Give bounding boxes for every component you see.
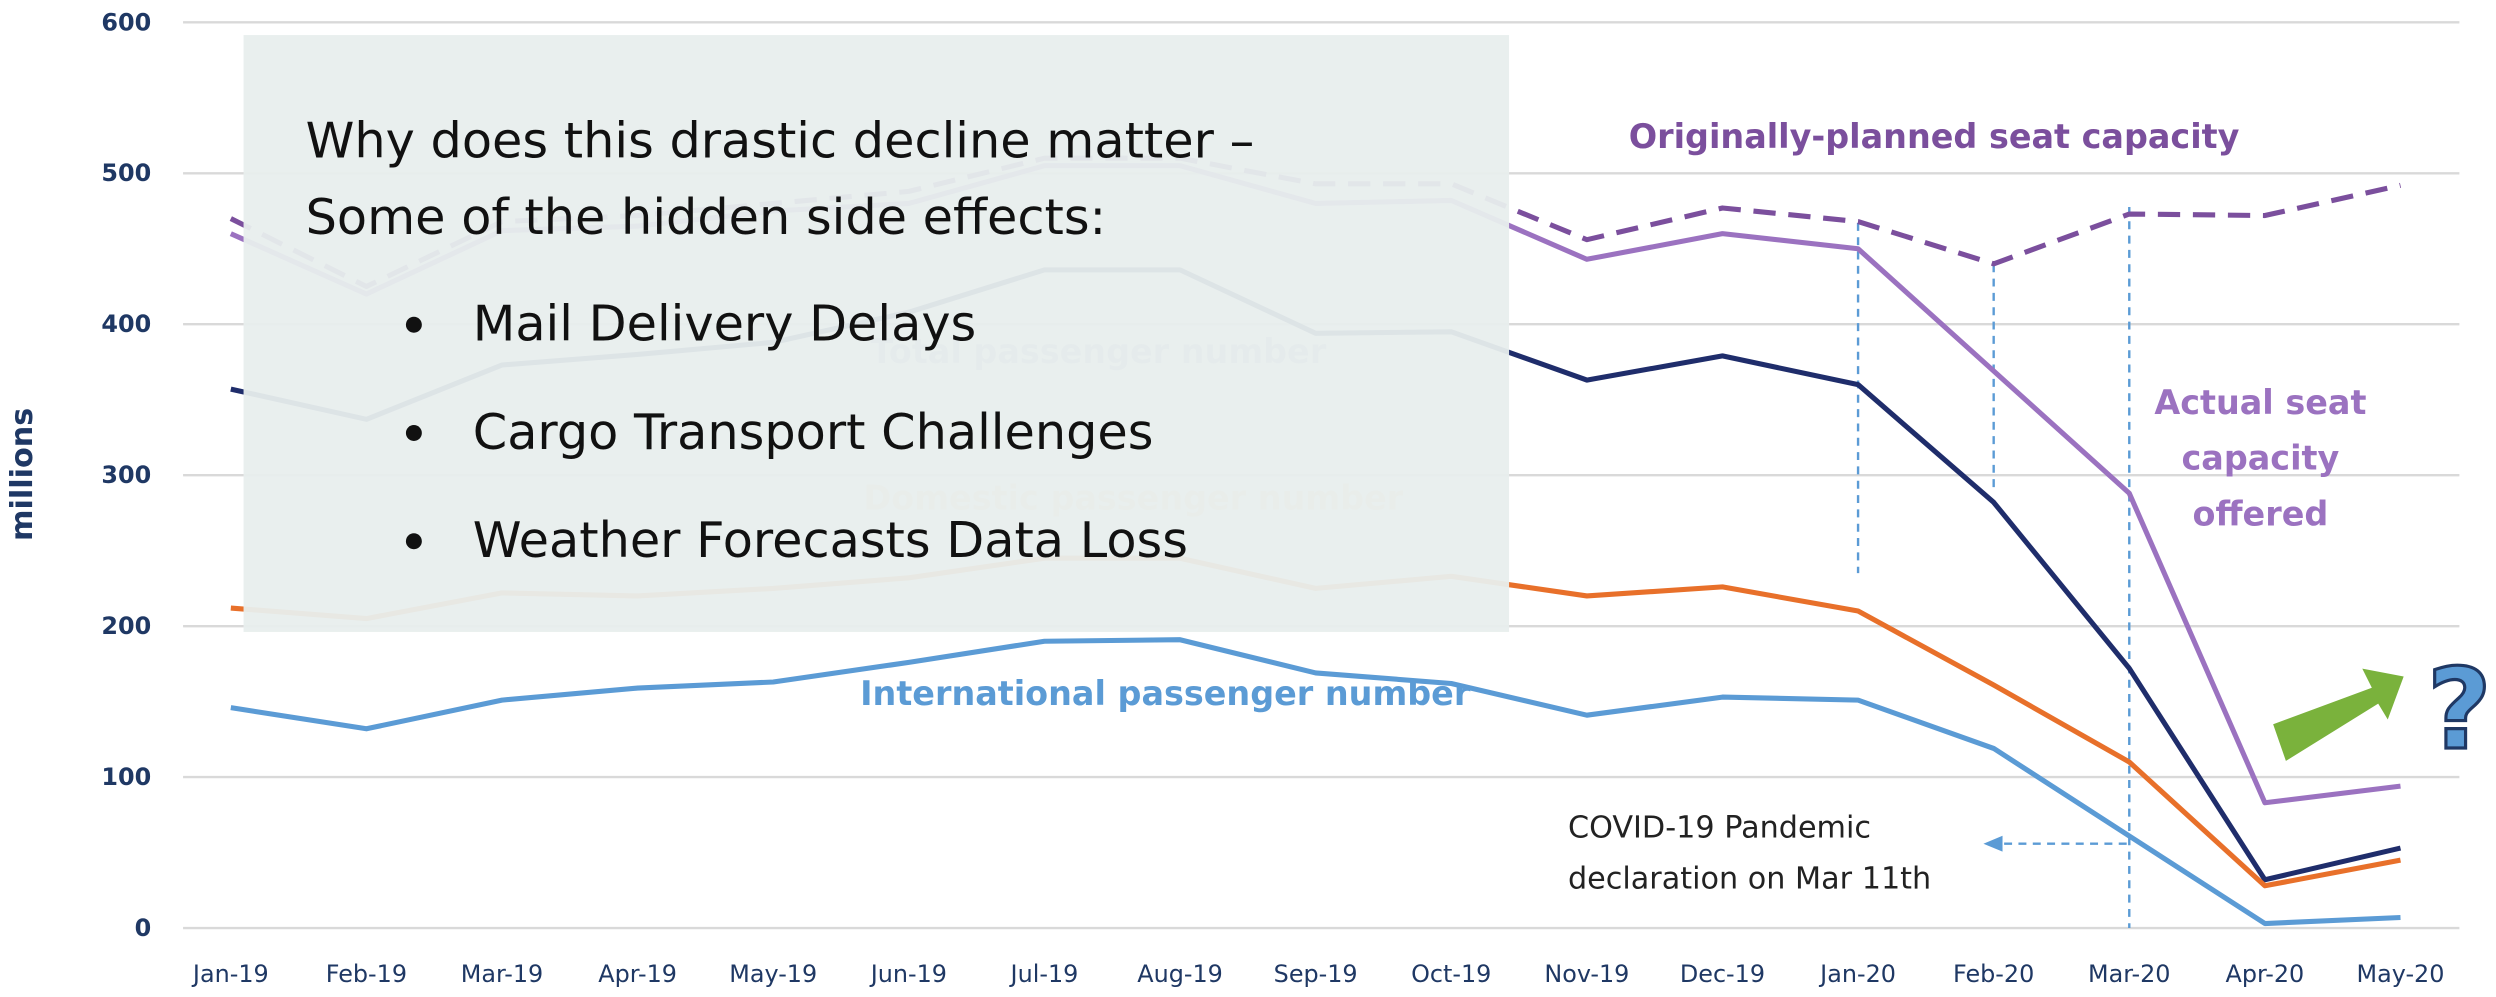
series-label: Actual seat [2154, 383, 2366, 422]
x-tick-label: Feb-20 [1953, 960, 2034, 988]
x-tick-label: Jun-19 [869, 960, 947, 988]
series-line [230, 637, 2401, 927]
overlay-bullet: Mail Delivery Delays [473, 295, 976, 353]
x-tick-label: Mar-20 [2088, 960, 2170, 988]
x-tick-label: Jul-19 [1009, 960, 1079, 988]
overlay-box [243, 35, 1510, 632]
x-tick-label: Sep-19 [1274, 960, 1358, 988]
y-axis-label: millions [5, 408, 40, 541]
green-arrow [2273, 668, 2404, 761]
y-tick-label: 200 [101, 612, 151, 640]
series-label: capacity [2182, 439, 2340, 478]
x-tick-label: May-19 [729, 960, 817, 988]
series-label: offered [2193, 494, 2329, 533]
question-mark: ? [2427, 646, 2492, 775]
x-tick-label: Apr-19 [598, 960, 677, 988]
annotation: COVID-19 Pandemic [1568, 810, 1871, 845]
y-tick-label: 400 [101, 310, 151, 338]
series-label: International passenger number [860, 674, 1471, 713]
x-tick-label: Oct-19 [1411, 960, 1491, 988]
y-tick-label: 300 [101, 461, 151, 489]
x-tick-label: Mar-19 [461, 960, 543, 988]
y-tick-label: 500 [101, 159, 151, 187]
x-tick-label: Dec-19 [1680, 960, 1765, 988]
overlay-bullet: Weather Forecasts Data Loss [473, 511, 1188, 569]
bullet [405, 533, 422, 550]
x-tick-label: Jan-20 [1818, 960, 1896, 988]
y-tick-label: 100 [101, 763, 151, 791]
overlay-heading: Some of the hidden side effects: [306, 188, 1107, 246]
x-tick-label: May-20 [2357, 960, 2445, 988]
y-tick-label: 600 [101, 8, 151, 36]
overlay-bullet: Cargo Transport Challenges [473, 403, 1154, 461]
x-tick-label: Feb-19 [326, 960, 407, 988]
bullet [405, 316, 422, 333]
x-tick-label: Aug-19 [1137, 960, 1223, 988]
x-tick-label: Nov-19 [1544, 960, 1629, 988]
bullet [405, 425, 422, 441]
series-label: Originally-planned seat capacity [1629, 117, 2240, 156]
x-tick-label: Jan-19 [191, 960, 269, 988]
arrow-head [1983, 835, 2003, 852]
x-tick-label: Apr-20 [2226, 960, 2305, 988]
y-tick-label: 0 [135, 914, 152, 942]
overlay-heading: Why does this drastic decline matter – [306, 112, 1255, 170]
annotation: declaration on Mar 11th [1568, 861, 1931, 896]
